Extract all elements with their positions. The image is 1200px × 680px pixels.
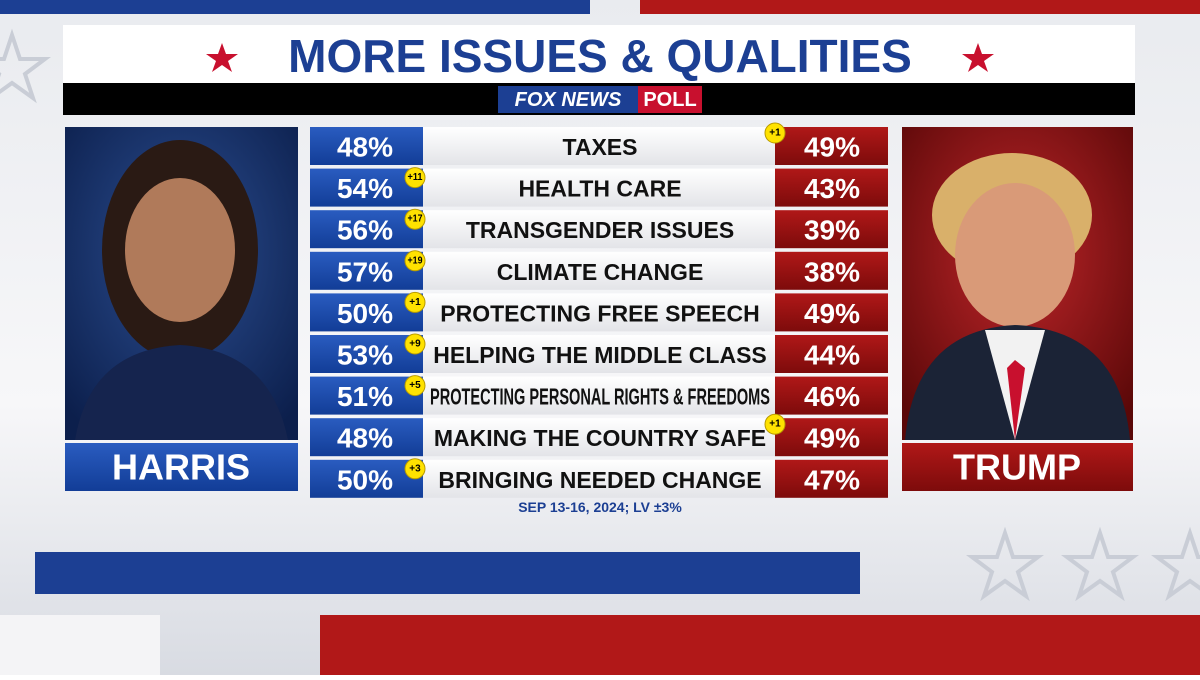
- trump-cell: [775, 418, 888, 457]
- issue: HEALTH CARE: [518, 176, 681, 202]
- candidate-name: HARRIS: [112, 447, 250, 488]
- lead-badge: [404, 208, 426, 230]
- trump-cell: [775, 127, 888, 165]
- issue: MAKING THE COUNTRY SAFE: [434, 425, 766, 451]
- lead-label: +1: [769, 419, 781, 430]
- brand-name: FOX NEWS: [515, 89, 622, 111]
- issue-cell: [423, 210, 775, 249]
- candidate-name: TRUMP: [953, 447, 1081, 488]
- issue: BRINGING NEEDED CHANGE: [438, 467, 761, 493]
- harris-value: 56%: [337, 215, 393, 246]
- lead-label: +11: [408, 172, 423, 183]
- name-box: [902, 443, 1133, 491]
- issue: PROTECTING PERSONAL RIGHTS & FREEDOMS: [430, 384, 770, 410]
- issue-cell: [423, 293, 775, 332]
- issue: CLIMATE CHANGE: [497, 259, 704, 285]
- table-row: 51% 46% PROTECTING PERSONAL RIGHTS & FREED…: [310, 375, 888, 415]
- trump-cell: [775, 168, 888, 207]
- harris-cell: [310, 293, 423, 332]
- table-row: 48% 49% TAXES +1: [310, 122, 888, 165]
- harris-value: 57%: [337, 256, 393, 287]
- table-row: 50% 47% BRINGING NEEDED CHANGE +3: [310, 458, 888, 498]
- lead-badge: [404, 375, 426, 397]
- trump-cell: [775, 293, 888, 332]
- table-row: 56% 39% TRANSGENDER ISSUES +17: [310, 208, 888, 249]
- right-photo: [902, 127, 1133, 440]
- lead-label: +1: [769, 128, 781, 139]
- trump-cell: [775, 210, 888, 249]
- title-bar: [63, 25, 1135, 83]
- lead-label: +17: [408, 214, 423, 225]
- harris-value: 53%: [337, 340, 393, 371]
- lead-badge: [764, 122, 786, 144]
- table-row: 57% 38% CLIMATE CHANGE +19: [310, 250, 888, 290]
- issue: TAXES: [563, 134, 638, 160]
- trump-value: 49%: [804, 423, 860, 454]
- trump-value: 46%: [804, 381, 860, 412]
- issue: PROTECTING FREE SPEECH: [440, 300, 759, 326]
- trump-value: 39%: [804, 215, 860, 246]
- harris-cell: [310, 418, 423, 457]
- table-row: 50% 49% PROTECTING FREE SPEECH +1: [310, 291, 888, 332]
- title: MORE ISSUES & QUALITIES: [288, 30, 912, 82]
- trump-value: 49%: [804, 132, 860, 163]
- name-box: [65, 443, 298, 491]
- harris-value: 51%: [337, 381, 393, 412]
- lead-badge: [404, 333, 426, 355]
- harris-cell: [310, 376, 423, 415]
- lead-badge: [404, 291, 426, 313]
- lead-badge: [764, 413, 786, 435]
- table-row: 53% 44% HELPING THE MIDDLE CLASS +9: [310, 333, 888, 373]
- table-row: 54% 43% HEALTH CARE +11: [310, 167, 888, 207]
- trump-cell: [775, 376, 888, 415]
- harris-value: 48%: [337, 423, 393, 454]
- lead-badge: [404, 167, 426, 189]
- trump-value: 47%: [804, 464, 860, 495]
- left-photo: [65, 127, 298, 440]
- lead-label: +5: [409, 380, 421, 391]
- lead-badge: [404, 458, 426, 480]
- harris-value: 48%: [337, 132, 393, 163]
- harris-cell: [310, 459, 423, 498]
- issue-cell: [423, 376, 775, 415]
- trump-value: 43%: [804, 173, 860, 204]
- harris-cell: [310, 251, 423, 290]
- issue: TRANSGENDER ISSUES: [466, 217, 734, 243]
- trump-cell: [775, 459, 888, 498]
- issue-cell: [423, 418, 775, 457]
- brand-tag: POLL: [643, 89, 696, 111]
- trump-cell: [775, 251, 888, 290]
- brand-tag-box: [638, 86, 702, 113]
- brand-box: [498, 86, 638, 113]
- trump-value: 44%: [804, 340, 860, 371]
- star: [206, 43, 238, 72]
- issue-cell: [423, 127, 775, 165]
- issue-cell: [423, 251, 775, 290]
- harris-value: 50%: [337, 464, 393, 495]
- lead-badge: [404, 250, 426, 272]
- trump-cell: [775, 335, 888, 373]
- harris-cell: [310, 127, 423, 165]
- lead-label: +3: [409, 463, 421, 474]
- issue-cell: [423, 168, 775, 207]
- harris-value: 54%: [337, 173, 393, 204]
- trump-value: 38%: [804, 256, 860, 287]
- table: 48% 49% TAXES +1 54% 43% HEALTH CARE +11 56% 39% T…: [310, 122, 888, 498]
- star: [962, 43, 994, 72]
- table-row: 48% 49% MAKING THE COUNTRY SAFE+1: [310, 413, 888, 457]
- lead-label: +19: [408, 255, 423, 266]
- issue-cell: [423, 335, 775, 373]
- harris-cell: [310, 210, 423, 249]
- harris-value: 50%: [337, 298, 393, 329]
- harris-cell: [310, 335, 423, 373]
- lead-label: +9: [409, 339, 421, 350]
- harris-cell: [310, 168, 423, 207]
- footnote: SEP 13-16, 2024; LV ±3%: [518, 499, 682, 515]
- trump-value: 49%: [804, 298, 860, 329]
- issue-cell: [423, 459, 775, 498]
- lead-label: +1: [409, 297, 421, 308]
- issue: HELPING THE MIDDLE CLASS: [433, 342, 767, 368]
